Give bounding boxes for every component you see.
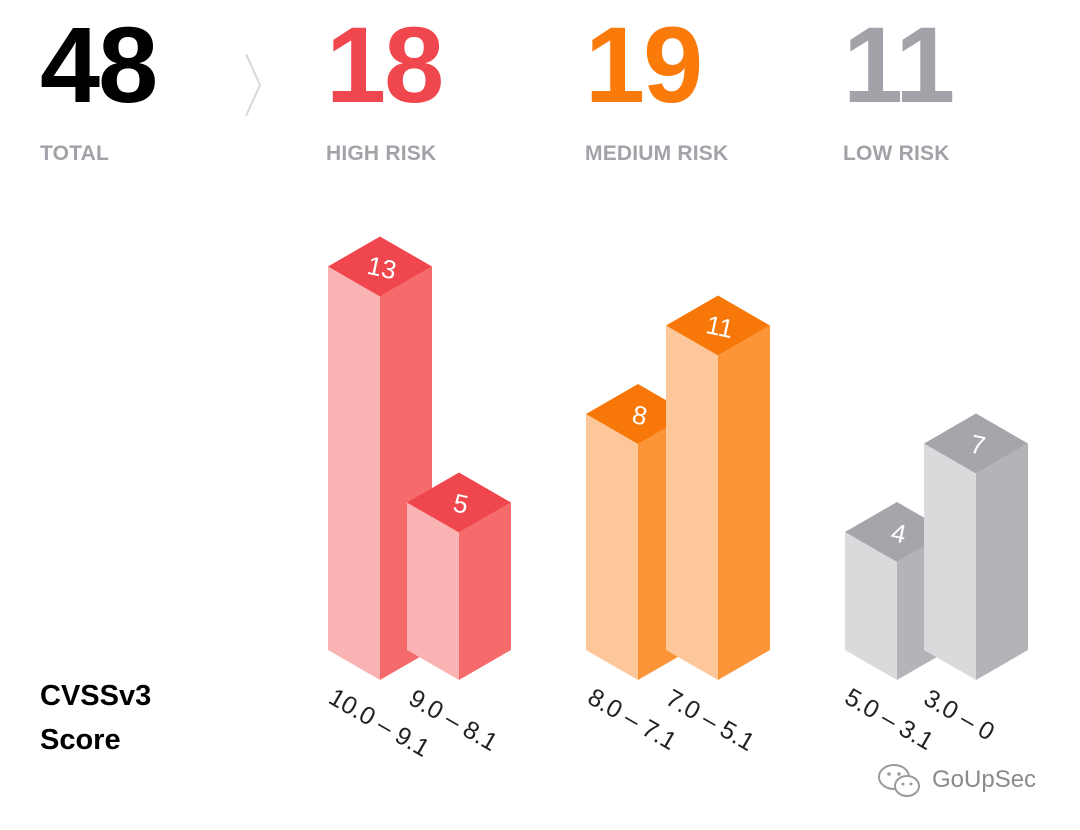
chevron-right-icon [245, 53, 262, 117]
medium-risk-label: MEDIUM RISK [585, 142, 729, 165]
axis-title-line-1: CVSSv3 [40, 680, 152, 712]
bar: 7 [924, 413, 1028, 680]
bar-side-face [976, 443, 1028, 680]
bar-value-label: 5 [451, 488, 471, 520]
category-label: 7.0 – 5.1 [661, 684, 759, 757]
bar-front-face [328, 266, 380, 680]
bar-top-face [845, 502, 949, 562]
category-label: 5.0 – 3.1 [840, 683, 938, 756]
bar-value-label: 4 [889, 517, 909, 549]
bar-top-face [924, 413, 1028, 474]
wechat-icon [878, 764, 920, 797]
axis-title-line-2: Score [40, 724, 121, 756]
bar-top-face [666, 295, 770, 356]
high-risk-stat: 18 HIGH RISK [326, 4, 444, 166]
bar-top-face [586, 384, 690, 444]
low-risk-stat: 11 LOW RISK [843, 4, 955, 166]
low-risk-count: 11 [843, 4, 955, 125]
bar: 11 [666, 295, 770, 680]
watermark-text: GoUpSec [932, 766, 1037, 793]
bar-value-label: 8 [630, 399, 650, 431]
bar: 5 [407, 472, 511, 680]
low-risk-label: LOW RISK [843, 142, 950, 165]
watermark: GoUpSec [876, 760, 1036, 800]
bar-value-label: 13 [365, 250, 400, 285]
total-stat: 48 TOTAL [40, 4, 158, 166]
bar-top-face [328, 236, 432, 297]
axis-title: CVSSv3 Score [40, 674, 151, 762]
bar-front-face [845, 532, 897, 680]
bar-value-label: 7 [968, 429, 988, 461]
bar-top-face [407, 472, 511, 533]
bar-front-face [407, 502, 459, 680]
bar-side-face [459, 502, 511, 680]
category-label: 8.0 – 7.1 [583, 683, 681, 756]
total-label: TOTAL [40, 142, 110, 165]
medium-risk-stat: 19 MEDIUM RISK [585, 10, 728, 166]
bar-front-face [666, 325, 718, 680]
bar-front-face [586, 414, 638, 680]
bar-front-face [924, 443, 976, 680]
high-risk-count: 18 [326, 4, 444, 125]
high-risk-label: HIGH RISK [326, 142, 437, 165]
bar-side-face [718, 325, 770, 680]
bar-value-label: 11 [704, 309, 737, 344]
total-count: 48 [40, 4, 158, 125]
medium-risk-count: 19 [585, 4, 703, 125]
